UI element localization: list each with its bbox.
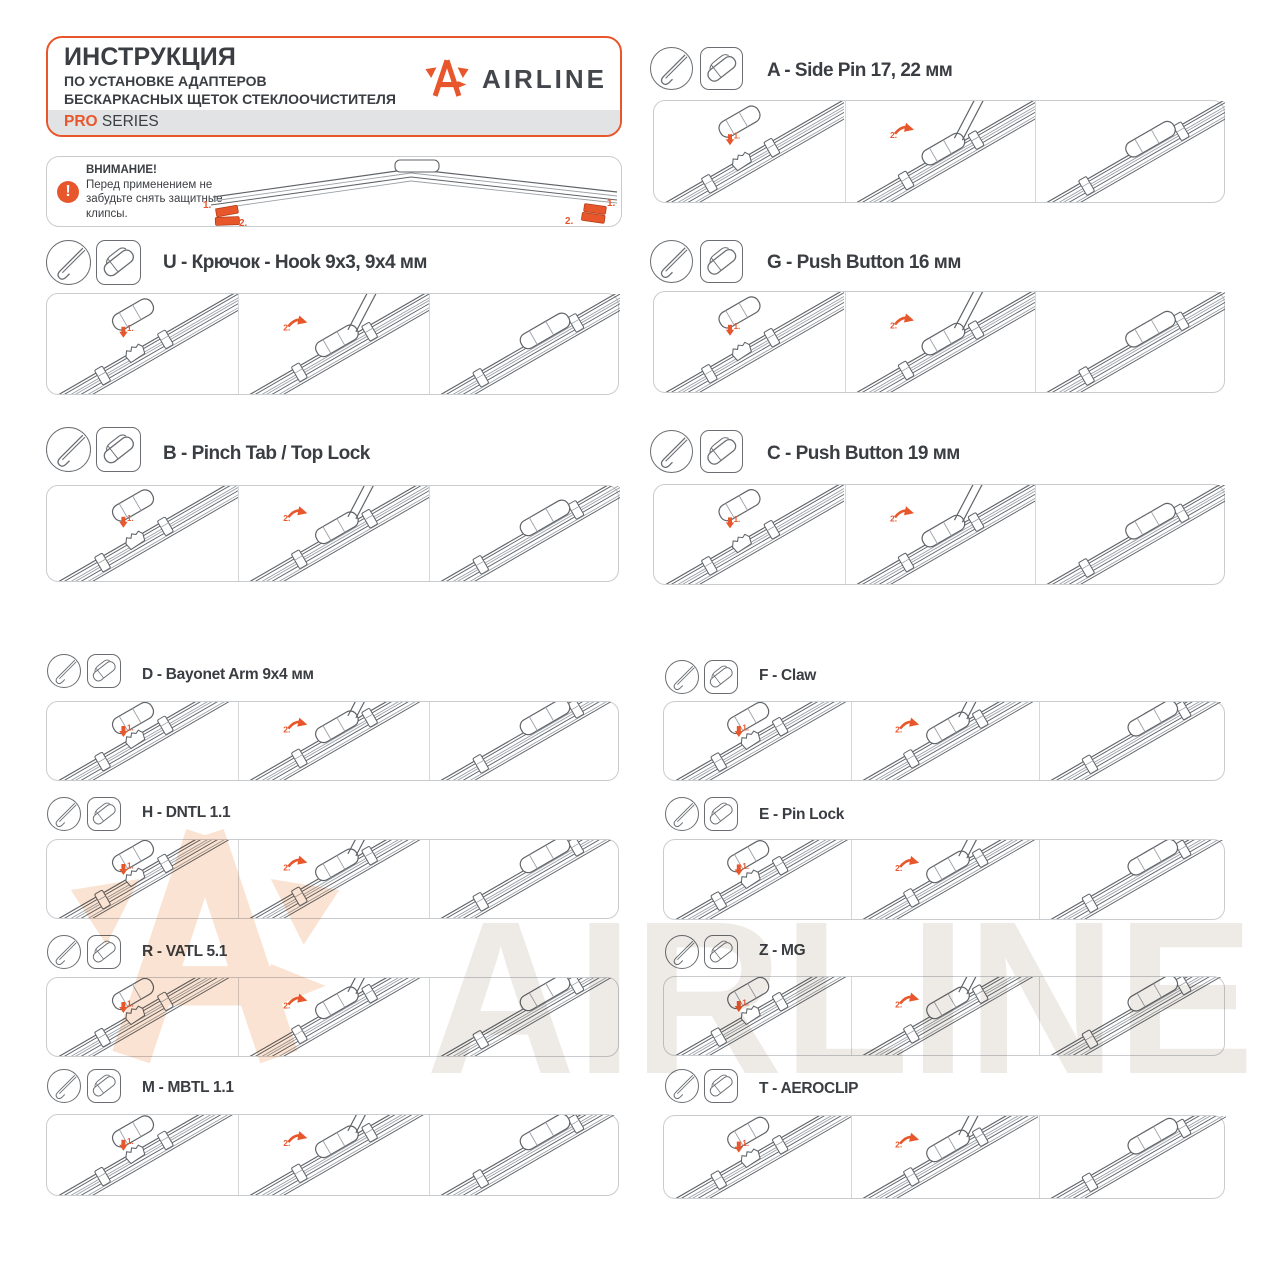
svg-text:1.: 1. bbox=[734, 515, 741, 524]
svg-text:2.: 2. bbox=[283, 1001, 290, 1011]
svg-text:1.: 1. bbox=[203, 200, 212, 211]
svg-text:1.: 1. bbox=[127, 861, 134, 870]
svg-text:2.: 2. bbox=[890, 130, 897, 140]
svg-text:2.: 2. bbox=[895, 863, 902, 873]
svg-text:1.: 1. bbox=[742, 998, 749, 1007]
svg-text:2.: 2. bbox=[895, 1140, 902, 1150]
svg-text:1.: 1. bbox=[127, 723, 134, 732]
svg-text:1.: 1. bbox=[742, 862, 749, 871]
svg-text:1.: 1. bbox=[742, 723, 749, 732]
svg-text:1.: 1. bbox=[127, 1137, 134, 1146]
svg-text:2.: 2. bbox=[283, 725, 290, 735]
svg-text:2.: 2. bbox=[283, 323, 290, 333]
svg-text:1.: 1. bbox=[734, 132, 741, 141]
svg-text:2.: 2. bbox=[283, 513, 290, 523]
svg-text:2.: 2. bbox=[283, 1138, 290, 1148]
svg-text:2.: 2. bbox=[565, 216, 574, 227]
svg-text:2.: 2. bbox=[895, 1000, 902, 1010]
svg-text:2.: 2. bbox=[239, 218, 248, 227]
svg-text:2.: 2. bbox=[895, 725, 902, 735]
svg-text:1.: 1. bbox=[734, 322, 741, 331]
svg-text:1.: 1. bbox=[127, 999, 134, 1008]
svg-text:2.: 2. bbox=[890, 321, 897, 331]
svg-text:2.: 2. bbox=[890, 513, 897, 523]
svg-text:1.: 1. bbox=[127, 324, 134, 333]
svg-text:1.: 1. bbox=[607, 198, 616, 209]
svg-text:1.: 1. bbox=[742, 1139, 749, 1148]
svg-text:1.: 1. bbox=[127, 514, 134, 523]
svg-text:2.: 2. bbox=[283, 863, 290, 873]
